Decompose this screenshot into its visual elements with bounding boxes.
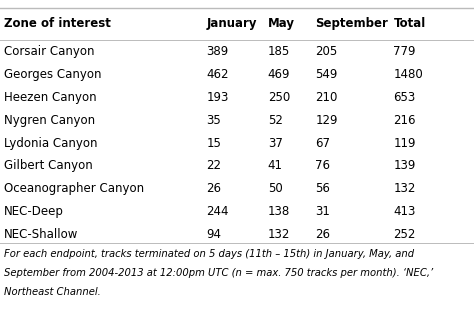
- Text: Oceanographer Canyon: Oceanographer Canyon: [4, 182, 144, 195]
- Text: Nygren Canyon: Nygren Canyon: [4, 114, 95, 127]
- Text: September: September: [315, 17, 388, 31]
- Text: 132: 132: [393, 182, 416, 195]
- Text: 244: 244: [206, 205, 228, 218]
- Text: January: January: [206, 17, 257, 31]
- Text: 413: 413: [393, 205, 416, 218]
- Text: 138: 138: [268, 205, 290, 218]
- Text: Gilbert Canyon: Gilbert Canyon: [4, 159, 92, 172]
- Text: For each endpoint, tracks terminated on 5 days (11th – 15th) in January, May, an: For each endpoint, tracks terminated on …: [4, 249, 414, 259]
- Text: 185: 185: [268, 45, 290, 58]
- Text: NEC-Deep: NEC-Deep: [4, 205, 64, 218]
- Text: 549: 549: [315, 68, 337, 81]
- Text: Lydonia Canyon: Lydonia Canyon: [4, 137, 97, 150]
- Text: 31: 31: [315, 205, 330, 218]
- Text: 15: 15: [206, 137, 221, 150]
- Text: 252: 252: [393, 228, 416, 241]
- Text: 389: 389: [206, 45, 228, 58]
- Text: May: May: [268, 17, 295, 31]
- Text: 205: 205: [315, 45, 337, 58]
- Text: 462: 462: [206, 68, 228, 81]
- Text: 22: 22: [206, 159, 221, 172]
- Text: 41: 41: [268, 159, 283, 172]
- Text: 52: 52: [268, 114, 283, 127]
- Text: 129: 129: [315, 114, 337, 127]
- Text: Zone of interest: Zone of interest: [4, 17, 110, 31]
- Text: 193: 193: [206, 91, 228, 104]
- Text: Northeast Channel.: Northeast Channel.: [4, 287, 100, 297]
- Text: 216: 216: [393, 114, 416, 127]
- Text: 653: 653: [393, 91, 416, 104]
- Text: Heezen Canyon: Heezen Canyon: [4, 91, 96, 104]
- Text: 119: 119: [393, 137, 416, 150]
- Text: 94: 94: [206, 228, 221, 241]
- Text: 132: 132: [268, 228, 290, 241]
- Text: 56: 56: [315, 182, 330, 195]
- Text: 210: 210: [315, 91, 337, 104]
- Text: Total: Total: [393, 17, 426, 31]
- Text: 1480: 1480: [393, 68, 423, 81]
- Text: Corsair Canyon: Corsair Canyon: [4, 45, 94, 58]
- Text: Georges Canyon: Georges Canyon: [4, 68, 101, 81]
- Text: 779: 779: [393, 45, 416, 58]
- Text: 250: 250: [268, 91, 290, 104]
- Text: 37: 37: [268, 137, 283, 150]
- Text: 139: 139: [393, 159, 416, 172]
- Text: 469: 469: [268, 68, 290, 81]
- Text: 26: 26: [206, 182, 221, 195]
- Text: 67: 67: [315, 137, 330, 150]
- Text: September from 2004-2013 at 12:00pm UTC (n = max. 750 tracks per month). ‘NEC,’: September from 2004-2013 at 12:00pm UTC …: [4, 268, 433, 278]
- Text: 35: 35: [206, 114, 221, 127]
- Text: 50: 50: [268, 182, 283, 195]
- Text: 26: 26: [315, 228, 330, 241]
- Text: 76: 76: [315, 159, 330, 172]
- Text: NEC-Shallow: NEC-Shallow: [4, 228, 78, 241]
